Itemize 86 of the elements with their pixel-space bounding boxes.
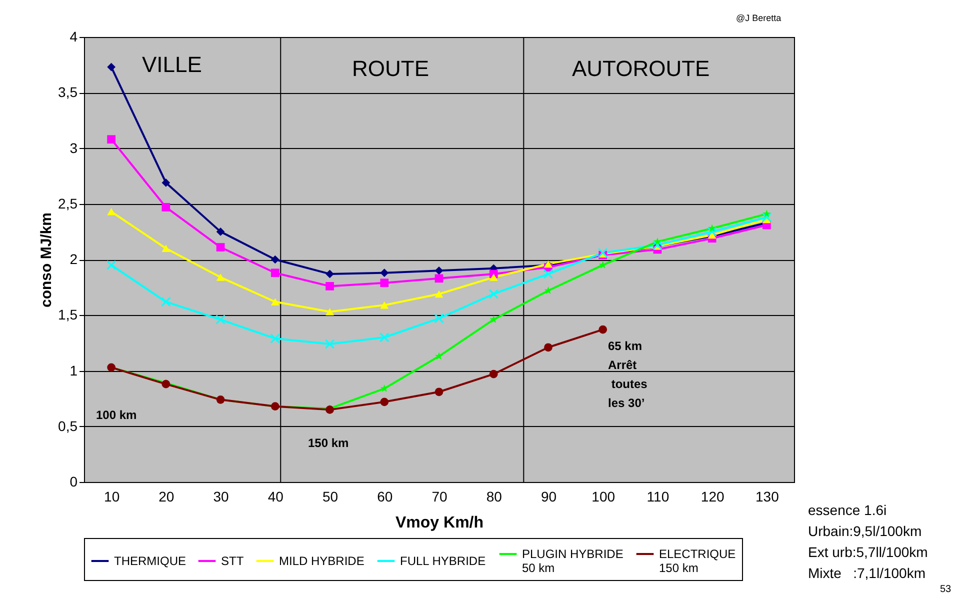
- point: [107, 62, 116, 72]
- point: [543, 269, 554, 279]
- legend-label: STT: [221, 554, 244, 568]
- point: [598, 260, 607, 268]
- point: [107, 135, 116, 144]
- x-tick-label: 110: [646, 488, 670, 504]
- x-tick-label: 20: [158, 488, 174, 504]
- point: [326, 308, 334, 316]
- annotation: AUTOROUTE: [572, 56, 710, 82]
- point: [162, 203, 170, 212]
- point: [160, 296, 171, 307]
- point: [653, 238, 662, 246]
- x-axis-title: Vmoy Km/h: [395, 514, 484, 532]
- point: [270, 298, 280, 306]
- point: [434, 274, 444, 283]
- point: [326, 270, 334, 278]
- point: [216, 228, 225, 236]
- point: [707, 226, 718, 237]
- point: [379, 332, 390, 342]
- legend-label: PLUGIN HYBRIDE 50 km: [522, 547, 624, 575]
- annotation: 65 km Arrêt toutes les 30’: [608, 338, 648, 412]
- point: [434, 314, 444, 324]
- point: [435, 352, 443, 360]
- point: [434, 388, 444, 396]
- x-tick-label: 80: [486, 488, 502, 504]
- point: [488, 289, 499, 299]
- point: [434, 290, 444, 298]
- y-tick-label: 3,5: [58, 84, 78, 100]
- point: [324, 339, 335, 349]
- point: [434, 266, 444, 275]
- point: [380, 268, 389, 278]
- x-tick-label: 130: [756, 488, 780, 504]
- point: [380, 384, 388, 392]
- text: essence 1.6i Urbain:9,5l/100km Ext urb:5,7ll/100km Mixte :7,1l/100km: [808, 501, 928, 583]
- point: [162, 178, 170, 187]
- y-tick-label: 2,5: [58, 195, 78, 212]
- x-tick-label: 40: [268, 488, 284, 504]
- point: [762, 210, 771, 218]
- point: [598, 248, 608, 258]
- x-tick-label: 90: [540, 488, 557, 504]
- x-tick-label: 100: [592, 488, 616, 504]
- text: @J Beretta: [736, 13, 782, 23]
- point: [544, 343, 552, 352]
- y-tick-label: 1,5: [58, 306, 78, 323]
- point: [106, 260, 116, 270]
- point: [490, 315, 498, 323]
- legend-label: FULL HYBRIDE: [400, 554, 486, 568]
- point: [598, 325, 608, 334]
- annotation: ROUTE: [352, 56, 429, 82]
- annotation: 100 km: [96, 408, 137, 422]
- legend-label: ELECTRIQUE 150 km: [659, 547, 736, 575]
- point: [270, 255, 280, 264]
- text: 53: [940, 584, 952, 595]
- point: [380, 278, 389, 288]
- x-tick-label: 10: [104, 488, 120, 504]
- point: [762, 212, 772, 222]
- point: [708, 224, 716, 232]
- point: [270, 334, 280, 344]
- legend-label: THERMIQUE: [114, 554, 186, 568]
- y-tick-label: 2: [70, 251, 78, 267]
- point: [489, 274, 498, 281]
- point: [216, 243, 225, 252]
- y-tick-label: 4: [70, 28, 78, 44]
- point: [380, 301, 389, 309]
- point: [107, 208, 116, 216]
- point: [489, 370, 498, 378]
- legend-label: MILD HYBRIDE: [279, 554, 364, 568]
- point: [270, 268, 280, 278]
- x-tick-label: 120: [700, 488, 724, 504]
- x-tick-label: 60: [377, 488, 393, 504]
- point: [216, 274, 225, 281]
- y-tick-label: 0,5: [58, 418, 78, 434]
- x-tick-label: 70: [432, 488, 448, 504]
- x-tick-label: 30: [213, 488, 230, 504]
- y-axis-title: conso MJ/km: [38, 212, 56, 308]
- annotation: VILLE: [142, 52, 202, 78]
- point: [544, 286, 552, 294]
- point: [216, 314, 226, 325]
- x-tick-label: 50: [322, 488, 338, 504]
- y-tick-label: 0: [70, 474, 78, 490]
- point: [162, 244, 170, 252]
- point: [326, 282, 334, 290]
- y-tick-label: 3: [70, 140, 78, 156]
- annotation: 150 km: [308, 436, 349, 450]
- point: [380, 398, 389, 406]
- y-tick-label: 1: [70, 362, 78, 378]
